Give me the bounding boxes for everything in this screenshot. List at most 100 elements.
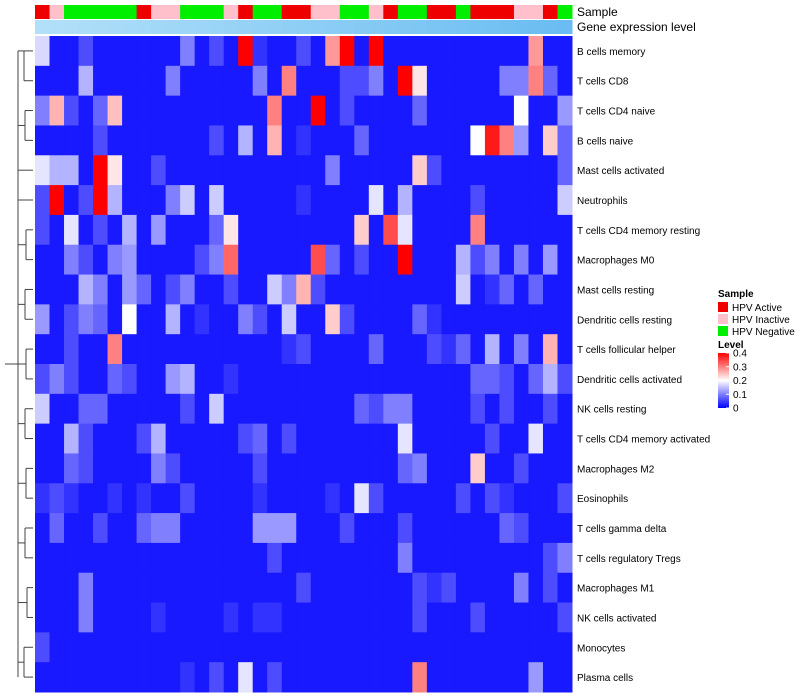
heatmap-cell [35, 244, 51, 276]
heatmap-cell [339, 483, 355, 514]
row-label: Dendritic cells resting [577, 315, 672, 326]
heatmap-cell [223, 155, 239, 186]
heatmap-cell [180, 453, 196, 484]
heatmap-cell [223, 423, 239, 454]
heatmap-cell [267, 364, 283, 395]
heatmap-cell [368, 542, 384, 574]
heatmap-cell [35, 304, 51, 335]
heatmap-cell [93, 214, 109, 246]
heatmap-cell [194, 125, 210, 156]
sample-annotation-cell [180, 5, 196, 19]
heatmap-cell [281, 662, 297, 693]
heatmap-cell [122, 334, 138, 365]
heatmap-cell [528, 572, 544, 604]
heatmap-cell [151, 632, 167, 663]
heatmap-cell [64, 334, 80, 365]
heatmap-cell [368, 214, 384, 246]
legend-tick-label: 0.2 [733, 376, 747, 387]
heatmap-cell [499, 364, 515, 395]
heatmap-cell [470, 304, 486, 335]
heatmap-cell [513, 364, 529, 395]
heatmap-cell [296, 393, 312, 425]
row-dendrogram [5, 50, 33, 678]
heatmap-cell [93, 185, 109, 216]
heatmap-cell [542, 155, 558, 186]
heatmap-cell [368, 423, 384, 454]
heatmap-cell [368, 65, 384, 97]
heatmap-cell [194, 274, 210, 305]
expression-annotation-cell [426, 20, 442, 34]
heatmap-cell [165, 542, 181, 574]
heatmap-cell [426, 125, 442, 156]
heatmap-cell [136, 393, 152, 425]
heatmap-cell [310, 65, 326, 97]
heatmap-cell [49, 274, 65, 305]
heatmap-cell [223, 125, 239, 156]
heatmap-cell [238, 393, 254, 425]
heatmap-cell [122, 483, 138, 514]
heatmap-cell [513, 125, 529, 156]
heatmap-cell [238, 185, 254, 216]
heatmap-cell [484, 334, 500, 365]
heatmap-cell [542, 274, 558, 305]
heatmap-cell [412, 662, 428, 693]
heatmap-cell [107, 155, 123, 186]
heatmap-cell [194, 214, 210, 246]
heatmap-cell [136, 542, 152, 574]
heatmap-cell [136, 125, 152, 156]
heatmap-cell [165, 274, 181, 305]
heatmap-cell [252, 36, 268, 67]
heatmap-cell [180, 662, 196, 693]
heatmap-cell [136, 572, 152, 604]
heatmap-cell [557, 304, 573, 335]
heatmap-cell [209, 483, 225, 514]
heatmap-cell [281, 95, 297, 126]
heatmap-cell [151, 95, 167, 126]
heatmap-cell [513, 453, 529, 484]
heatmap-cell [339, 602, 355, 633]
heatmap-cell [441, 453, 457, 484]
heatmap-cell [455, 513, 471, 544]
row-label: T cells CD4 memory activated [577, 435, 710, 446]
heatmap-cell [281, 483, 297, 514]
heatmap-cell [339, 155, 355, 186]
sample-annotation-cell [107, 5, 123, 19]
heatmap-cell [194, 155, 210, 186]
heatmap-cell [542, 334, 558, 365]
heatmap-cell [281, 364, 297, 395]
heatmap-cell [64, 393, 80, 425]
heatmap-cell [383, 513, 399, 544]
heatmap-cell [412, 185, 428, 216]
heatmap-cell [513, 304, 529, 335]
heatmap-cell [93, 95, 109, 126]
heatmap-cell [484, 364, 500, 395]
heatmap-cell [93, 632, 109, 663]
heatmap-cell [267, 65, 283, 97]
expression-annotation-cell [325, 20, 341, 34]
heatmap-cell [368, 36, 384, 67]
heatmap-cell [165, 36, 181, 67]
heatmap-cell [397, 393, 413, 425]
heatmap-cell [542, 214, 558, 246]
heatmap-cell [252, 542, 268, 574]
heatmap-cell [513, 513, 529, 544]
heatmap-cell [368, 393, 384, 425]
heatmap-cell [499, 662, 515, 693]
heatmap-cell [383, 453, 399, 484]
heatmap-cell [470, 393, 486, 425]
expression-annotation-cell [368, 20, 384, 34]
heatmap-cell [64, 214, 80, 246]
heatmap-cell [441, 274, 457, 305]
expression-annotation-cell [296, 20, 312, 34]
annotation-label-sample: Sample [577, 5, 618, 19]
row-label: Dendritic cells activated [577, 375, 682, 386]
heatmap-cell [93, 513, 109, 544]
heatmap-cell [136, 483, 152, 514]
heatmap-cell [252, 214, 268, 246]
heatmap-cell [325, 513, 341, 544]
heatmap-cell [368, 304, 384, 335]
heatmap-cell [412, 542, 428, 574]
heatmap-cell [223, 602, 239, 633]
heatmap-cell [107, 36, 123, 67]
heatmap-cell [339, 36, 355, 67]
